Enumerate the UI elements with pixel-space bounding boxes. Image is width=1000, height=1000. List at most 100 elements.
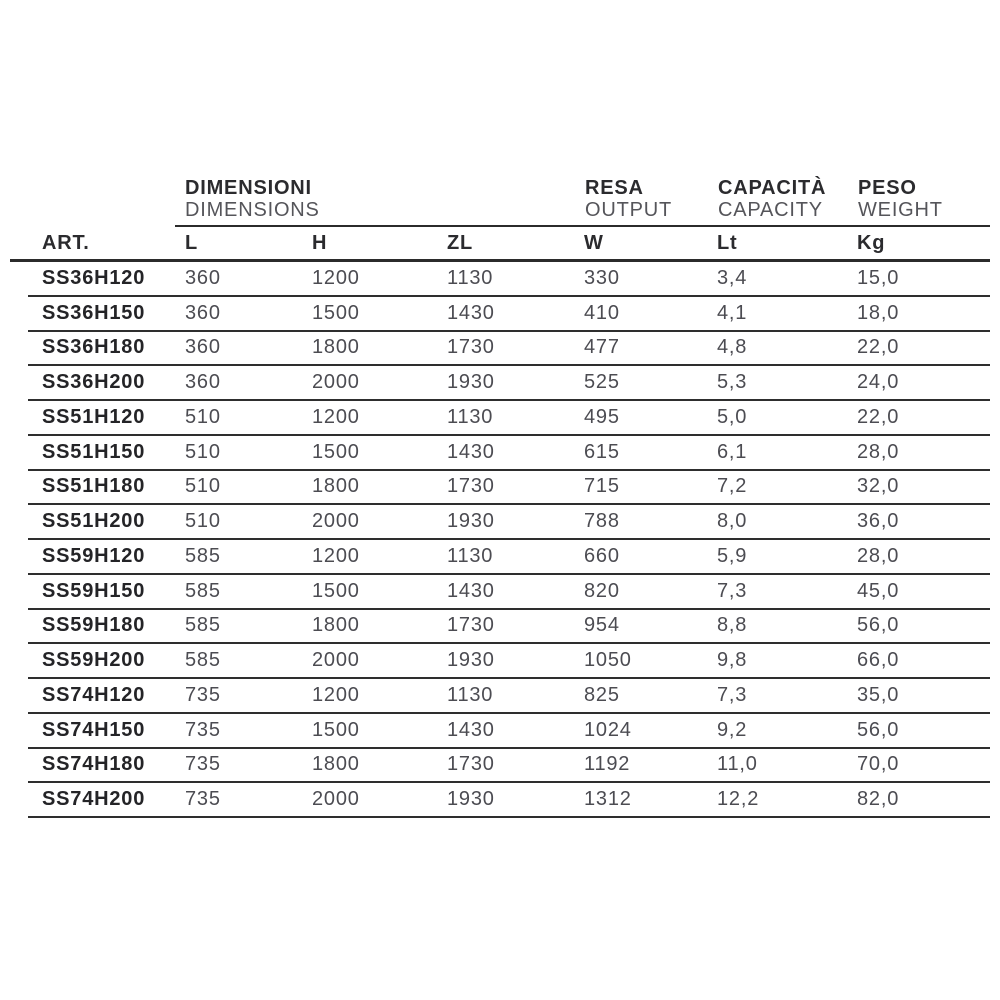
cell-w: 495 [584,405,620,428]
col-header-h: H [312,231,328,254]
table-row: SS36H200 360 2000 1930 525 5,3 24,0 [28,366,990,401]
cell-zl: 1930 [447,510,495,533]
cell-art: SS59H120 [42,544,146,567]
cell-h: 1200 [312,266,360,289]
col-header-l: L [185,231,199,254]
table-row: SS36H150 360 1500 1430 410 4,1 18,0 [28,297,990,332]
cell-kg: 28,0 [857,544,900,567]
col-header-w: W [584,231,604,254]
cell-l: 735 [185,753,221,776]
cell-zl: 1730 [447,753,495,776]
cell-lt: 8,8 [717,614,748,637]
cell-zl: 1430 [447,579,495,602]
column-header-row: ART. L H ZL W Lt Kg [10,227,990,262]
cell-kg: 56,0 [857,718,900,741]
cell-lt: 8,0 [717,510,748,533]
cell-kg: 15,0 [857,266,900,289]
table-row: SS74H200 735 2000 1930 1312 12,2 82,0 [28,783,990,818]
cell-l: 360 [185,301,221,324]
group-title-resa: RESA [585,177,644,199]
cell-lt: 4,1 [717,301,748,324]
cell-l: 585 [185,649,221,672]
cell-lt: 12,2 [717,788,760,811]
cell-zl: 1730 [447,475,495,498]
col-header-zl: ZL [447,231,474,254]
group-subtitle-output: OUTPUT [585,199,673,221]
cell-h: 1500 [312,301,360,324]
table-row: SS74H180 735 1800 1730 1192 11,0 70,0 [28,749,990,784]
cell-zl: 1130 [447,266,494,289]
cell-l: 360 [185,371,221,394]
cell-l: 735 [185,788,221,811]
cell-zl: 1930 [447,371,495,394]
group-header-underline [175,225,990,227]
cell-art: SS51H200 [42,510,146,533]
group-header-weight: PESO WEIGHT [858,177,943,221]
cell-zl: 1730 [447,614,495,637]
cell-lt: 11,0 [717,753,758,776]
table-row: SS74H120 735 1200 1130 825 7,3 35,0 [28,679,990,714]
cell-kg: 18,0 [857,301,900,324]
cell-kg: 56,0 [857,614,900,637]
cell-h: 1200 [312,683,360,706]
group-header-dimensions: DIMENSIONI DIMENSIONS [185,177,320,221]
cell-kg: 22,0 [857,336,900,359]
cell-l: 585 [185,544,221,567]
group-title-peso: PESO [858,177,917,199]
cell-kg: 22,0 [857,405,900,428]
cell-art: SS74H150 [42,718,146,741]
cell-l: 510 [185,510,221,533]
cell-l: 360 [185,336,221,359]
cell-h: 1800 [312,475,360,498]
cell-art: SS36H200 [42,371,146,394]
table-row: SS74H150 735 1500 1430 1024 9,2 56,0 [28,714,990,749]
table-body: SS36H120 360 1200 1130 330 3,4 15,0 SS36… [10,262,990,818]
group-subtitle-capacity: CAPACITY [718,199,823,221]
cell-art: SS59H150 [42,579,146,602]
cell-h: 1800 [312,614,360,637]
table-row: SS59H120 585 1200 1130 660 5,9 28,0 [28,540,990,575]
table-row: SS51H180 510 1800 1730 715 7,2 32,0 [28,471,990,506]
table-row: SS36H180 360 1800 1730 477 4,8 22,0 [28,332,990,367]
table-row: SS51H200 510 2000 1930 788 8,0 36,0 [28,505,990,540]
group-subtitle-weight: WEIGHT [858,199,943,221]
cell-w: 1024 [584,718,632,741]
group-title-dimensioni: DIMENSIONI [185,177,312,199]
cell-lt: 5,0 [717,405,748,428]
cell-art: SS51H180 [42,475,146,498]
cell-w: 825 [584,683,620,706]
cell-zl: 1930 [447,788,495,811]
cell-lt: 4,8 [717,336,748,359]
cell-w: 410 [584,301,620,324]
cell-kg: 82,0 [857,788,900,811]
cell-art: SS74H180 [42,753,146,776]
cell-h: 2000 [312,649,360,672]
cell-l: 360 [185,266,221,289]
cell-w: 660 [584,544,620,567]
cell-w: 477 [584,336,620,359]
cell-lt: 5,9 [717,544,748,567]
col-header-art: ART. [42,231,90,254]
group-header-row: DIMENSIONI DIMENSIONS RESA OUTPUT CAPACI… [10,177,990,227]
cell-w: 330 [584,266,620,289]
cell-zl: 1130 [447,405,494,428]
cell-w: 615 [584,440,620,463]
table-row: SS59H150 585 1500 1430 820 7,3 45,0 [28,575,990,610]
cell-w: 1312 [584,788,632,811]
cell-art: SS74H120 [42,683,146,706]
cell-lt: 7,2 [717,475,748,498]
cell-zl: 1430 [447,301,495,324]
cell-w: 715 [584,475,620,498]
cell-lt: 9,2 [717,718,748,741]
table-row: SS51H150 510 1500 1430 615 6,1 28,0 [28,436,990,471]
spec-table: DIMENSIONI DIMENSIONS RESA OUTPUT CAPACI… [10,177,990,818]
cell-kg: 32,0 [857,475,900,498]
cell-l: 510 [185,405,221,428]
cell-kg: 45,0 [857,579,900,602]
cell-l: 735 [185,683,221,706]
cell-zl: 1430 [447,718,495,741]
cell-zl: 1730 [447,336,495,359]
cell-art: SS51H150 [42,440,146,463]
col-header-lt: Lt [717,231,738,254]
